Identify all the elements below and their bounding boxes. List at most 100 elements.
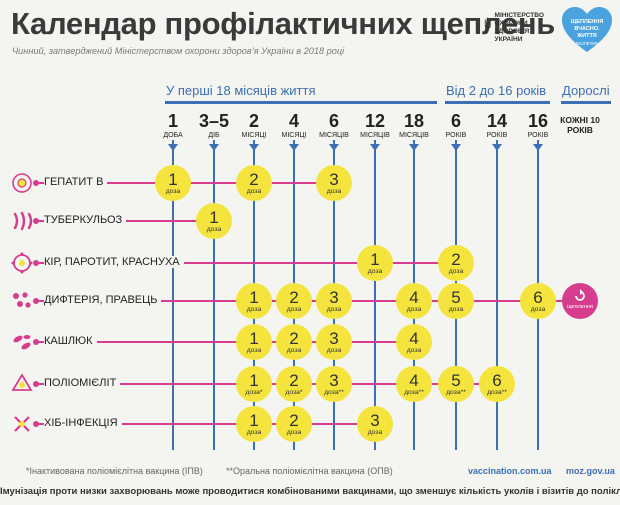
disease-timeline-start (33, 381, 39, 387)
dose-number: 4 (409, 288, 419, 307)
dose-word: доза (406, 306, 422, 313)
dose-word: доза (245, 389, 260, 396)
column-age-number: 1 (167, 111, 178, 131)
link-moz-site[interactable]: moz.gov.ua (566, 466, 615, 476)
ministry-logo: Міністерство охорони здоров’я України (484, 12, 544, 44)
column-header: 14 років (477, 111, 517, 140)
column-header: 4 місяці (274, 111, 314, 140)
dose-word: доза (286, 429, 302, 436)
dose-marker: 5 доза** (438, 366, 474, 402)
disease-timeline (36, 262, 456, 264)
dose-label: доза (276, 347, 312, 355)
dose-label: доза (520, 306, 556, 314)
column-header: 3–5 діб (194, 111, 234, 140)
dose-word: доза (246, 306, 262, 313)
dose-number: 2 (289, 329, 299, 348)
column-age-number: 6 (450, 111, 461, 131)
dose-label: доза** (438, 389, 474, 397)
column-marker (168, 144, 178, 151)
dose-number: 2 (249, 170, 259, 189)
column-age-unit: років (445, 132, 467, 139)
dose-marker: 4 доза (396, 283, 432, 319)
dose-word: доза (286, 306, 302, 313)
dose-marker: 2 доза (276, 324, 312, 360)
dose-word: доза (487, 389, 502, 396)
dose-number: 2 (289, 411, 299, 430)
dose-number: 5 (451, 371, 461, 390)
dose-number: 3 (329, 170, 339, 189)
dose-label: доза (236, 188, 272, 196)
column-adult-label: Кожні 10 років (560, 115, 600, 135)
dose-marker: 3 доза** (316, 366, 352, 402)
column-age-number: 4 (288, 111, 299, 131)
dose-number: 1 (249, 329, 259, 348)
dose-word: доза (246, 188, 262, 195)
column-marker (533, 144, 543, 151)
link-vaccination-site[interactable]: vaccination.com.ua (468, 466, 552, 476)
dose-label: доза (438, 268, 474, 276)
dose-label: доза (438, 306, 474, 314)
adult-dose-label: щеплення (567, 304, 593, 310)
age-group-children: Від 2 до 16 років (446, 83, 547, 98)
dose-label: доза (357, 429, 393, 437)
dose-label: доза (316, 347, 352, 355)
column-header: Кожні 10 років (560, 111, 600, 135)
dose-marker: 2 доза (236, 165, 272, 201)
dose-label: доза (276, 429, 312, 437)
dose-label: доза* (276, 389, 312, 397)
dose-marker: 1 доза (236, 406, 272, 442)
dose-number: 4 (409, 329, 419, 348)
dose-word: доза (367, 429, 383, 436)
dose-marker: 2 доза (438, 245, 474, 281)
column-age-number: 6 (328, 111, 339, 131)
disease-name: Кір, паротит, краснуха (44, 256, 184, 268)
disease-timeline-start (33, 180, 39, 186)
dose-vaccine-mark: ** (338, 389, 344, 396)
dose-marker: 4 доза** (396, 366, 432, 402)
column-age-unit: років (486, 132, 508, 139)
dose-word: доза (404, 389, 419, 396)
disease-name: Поліомієліт (44, 377, 121, 389)
column-marker (409, 144, 419, 151)
dose-word: доза (165, 188, 181, 195)
ministry-name: Міністерство охорони здоров’я України (494, 12, 544, 43)
dose-word: доза (285, 389, 300, 396)
hepatitis-virus-icon (12, 173, 32, 193)
dose-word: доза (326, 347, 342, 354)
dose-label: доза* (236, 389, 272, 397)
dose-word: доза (406, 347, 422, 354)
column-header: 12 місяців (355, 111, 395, 140)
dose-word: доза (246, 429, 262, 436)
age-group-infant: У перші 18 місяців життя (166, 83, 316, 98)
trident-emblem-icon (484, 17, 491, 32)
column-age-number: 3–5 (198, 111, 230, 131)
dose-marker: 1 доза (196, 203, 232, 239)
dose-label: доза (316, 306, 352, 314)
heart-logo-icon (562, 7, 612, 52)
dose-marker: 3 доза (357, 406, 393, 442)
column-header: 18 місяців (394, 111, 434, 140)
disease-timeline (36, 423, 375, 425)
column-header: 1 доба (153, 111, 193, 140)
dose-marker: 3 доза (316, 165, 352, 201)
age-group-adults: Дорослі (562, 83, 610, 98)
disease-name: Туберкульоз (44, 214, 127, 226)
dose-marker: 5 доза (438, 283, 474, 319)
dose-number: 1 (370, 250, 380, 269)
dose-number: 2 (451, 250, 461, 269)
column-marker (329, 144, 339, 151)
column-timeline (496, 140, 498, 450)
column-timeline (172, 140, 174, 450)
diphtheria-bacteria-icon (13, 292, 31, 308)
page-title: Календар профілактичних щеплень (11, 6, 556, 41)
dose-word: доза (367, 268, 383, 275)
dose-marker: 6 доза** (479, 366, 515, 402)
dose-label: доза** (479, 389, 515, 397)
column-age-unit: місяців (319, 132, 349, 139)
dose-vaccine-mark: ** (418, 389, 424, 396)
dose-word: доза (448, 268, 464, 275)
measles-virus-icon (11, 252, 33, 274)
dose-label: доза (155, 188, 191, 196)
dose-marker: 2 доза (276, 406, 312, 442)
column-age-number: 12 (364, 111, 386, 131)
